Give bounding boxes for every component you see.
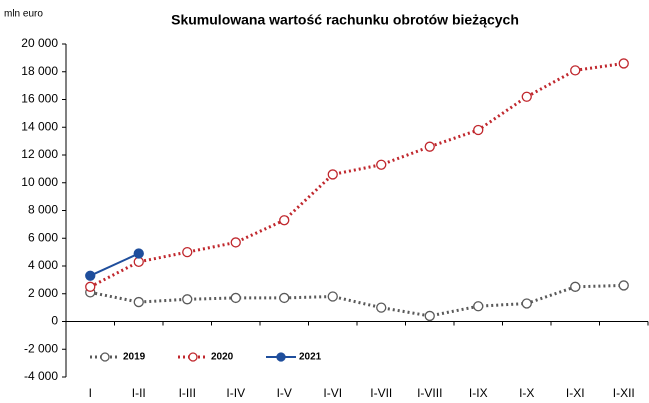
- series-line: [89, 252, 140, 277]
- series-marker: [85, 270, 96, 281]
- x-tick-label: I-V: [277, 386, 292, 400]
- series-marker: [327, 291, 338, 302]
- series-marker: [376, 302, 387, 313]
- series-marker: [182, 294, 193, 305]
- series-marker: [230, 237, 241, 248]
- legend-marker: [100, 352, 110, 362]
- x-tick-label: I-III: [179, 386, 196, 400]
- x-tick-label: I-IX: [469, 386, 488, 400]
- series-marker: [424, 310, 435, 322]
- y-tick-label: 6 000: [28, 230, 58, 244]
- x-tick-label: I-IV: [226, 386, 245, 400]
- x-tick-label: I-VIII: [417, 386, 442, 400]
- x-tick-label: I-XI: [566, 386, 585, 400]
- series-marker: [85, 281, 96, 292]
- series-marker: [618, 280, 629, 291]
- y-tick-label: 4 000: [28, 258, 58, 272]
- y-tick-label: 18 000: [21, 64, 58, 78]
- legend-label: 2019: [123, 352, 146, 363]
- legend-label: 2021: [299, 352, 322, 363]
- series-marker: [424, 141, 435, 152]
- series-marker: [618, 58, 629, 69]
- series-marker: [570, 281, 581, 292]
- series-marker: [230, 292, 241, 304]
- y-tick-label: 0: [51, 314, 58, 328]
- legend-marker: [188, 352, 198, 362]
- series-marker: [521, 298, 532, 309]
- series-marker: [133, 248, 144, 259]
- y-tick-label: 14 000: [21, 119, 58, 133]
- y-tick-label: 16 000: [21, 92, 58, 106]
- x-tick-label: I-XII: [613, 386, 635, 400]
- series-marker: [473, 301, 484, 312]
- y-tick-label: 2 000: [28, 286, 58, 300]
- x-tick-label: I: [89, 386, 92, 400]
- series-marker: [133, 256, 144, 267]
- series-line: [89, 283, 624, 318]
- y-tick-label: -4 000: [24, 369, 58, 383]
- y-tick-label: 10 000: [21, 175, 58, 189]
- x-tick-label: I-VI: [323, 386, 342, 400]
- series-marker: [570, 65, 581, 76]
- series-marker: [473, 124, 484, 136]
- x-tick-label: I-II: [132, 386, 146, 400]
- series-marker: [327, 169, 338, 180]
- series-marker: [376, 159, 387, 170]
- legend-marker: [276, 352, 286, 362]
- series-marker: [182, 246, 193, 258]
- series-marker: [279, 215, 290, 226]
- x-tick-label: I-VII: [370, 386, 392, 400]
- legend-label: 2020: [211, 352, 234, 363]
- y-tick-label: 20 000: [21, 36, 58, 50]
- series-marker: [279, 292, 290, 304]
- x-tick-label: I-X: [519, 386, 534, 400]
- y-tick-label: -2 000: [24, 341, 58, 355]
- series-marker: [133, 296, 144, 308]
- y-tick-label: 12 000: [21, 147, 58, 161]
- chart-title: Skumulowana wartość rachunku obrotów bie…: [171, 12, 519, 28]
- series-line: [89, 61, 624, 289]
- series-marker: [521, 91, 532, 102]
- y-axis-label: mln euro: [4, 9, 43, 20]
- y-tick-label: 8 000: [28, 203, 58, 217]
